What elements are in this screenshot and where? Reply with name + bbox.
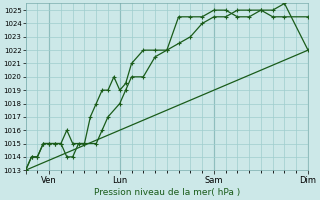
X-axis label: Pression niveau de la mer( hPa ): Pression niveau de la mer( hPa ) bbox=[94, 188, 240, 197]
